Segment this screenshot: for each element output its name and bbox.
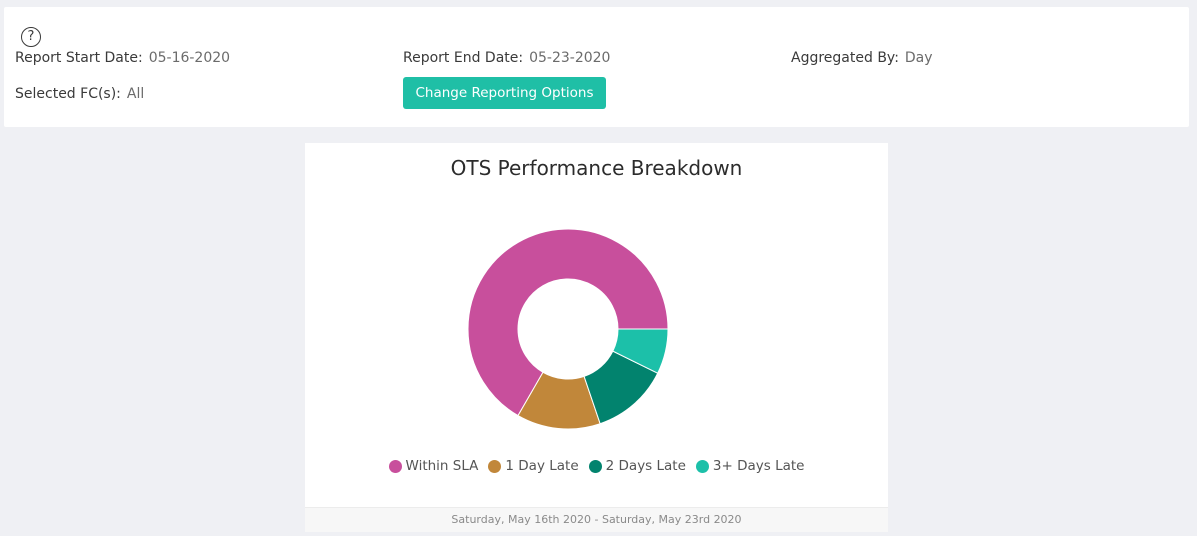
legend-label: 3+ Days Late xyxy=(712,458,805,474)
aggregated-by: Aggregated By: Day xyxy=(791,50,933,66)
legend-label: 2 Days Late xyxy=(605,458,686,474)
report-header-card: ? Report Start Date: 05-16-2020 Report En… xyxy=(4,7,1189,127)
chart-title: OTS Performance Breakdown xyxy=(450,156,743,180)
report-end-value: 05-23-2020 xyxy=(529,50,611,66)
legend-item-2-days-late[interactable]: 2 Days Late xyxy=(588,458,686,474)
aggregated-by-label: Aggregated By: xyxy=(791,50,899,66)
legend-label: Within SLA xyxy=(405,458,479,474)
donut-slice-3-days-late[interactable] xyxy=(612,328,669,374)
ots-performance-chart-card: OTS Performance Breakdown Within SLA 1 Da… xyxy=(305,143,888,532)
donut-slice-within-sla[interactable] xyxy=(467,228,669,417)
selected-fcs-label: Selected FC(s): xyxy=(15,86,121,102)
change-reporting-options-button[interactable]: Change Reporting Options xyxy=(403,77,606,109)
report-end-date: Report End Date: 05-23-2020 xyxy=(403,50,610,66)
legend-color-dot xyxy=(388,459,402,473)
legend-item-within-sla[interactable]: Within SLA xyxy=(388,458,479,474)
aggregated-by-value: Day xyxy=(904,50,933,66)
legend-color-dot xyxy=(695,459,709,473)
selected-fcs-value: All xyxy=(126,86,145,102)
chart-date-range-footer: Saturday, May 16th 2020 - Saturday, May … xyxy=(305,507,888,532)
legend-label: 1 Day Late xyxy=(505,458,579,474)
report-start-value: 05-16-2020 xyxy=(148,50,231,66)
donut-chart xyxy=(467,228,669,430)
report-start-date: Report Start Date: 05-16-2020 xyxy=(15,50,230,66)
report-start-label: Report Start Date: xyxy=(15,50,143,66)
selected-fcs: Selected FC(s): All xyxy=(15,86,144,102)
legend-color-dot xyxy=(488,459,502,473)
help-question-icon[interactable]: ? xyxy=(21,27,41,47)
legend-item-3-days-late[interactable]: 3+ Days Late xyxy=(695,458,805,474)
legend-item-1-day-late[interactable]: 1 Day Late xyxy=(488,458,579,474)
report-end-label: Report End Date: xyxy=(403,50,524,66)
chart-legend: Within SLA 1 Day Late 2 Days Late 3+ Days L… xyxy=(305,458,888,474)
legend-color-dot xyxy=(588,459,602,473)
